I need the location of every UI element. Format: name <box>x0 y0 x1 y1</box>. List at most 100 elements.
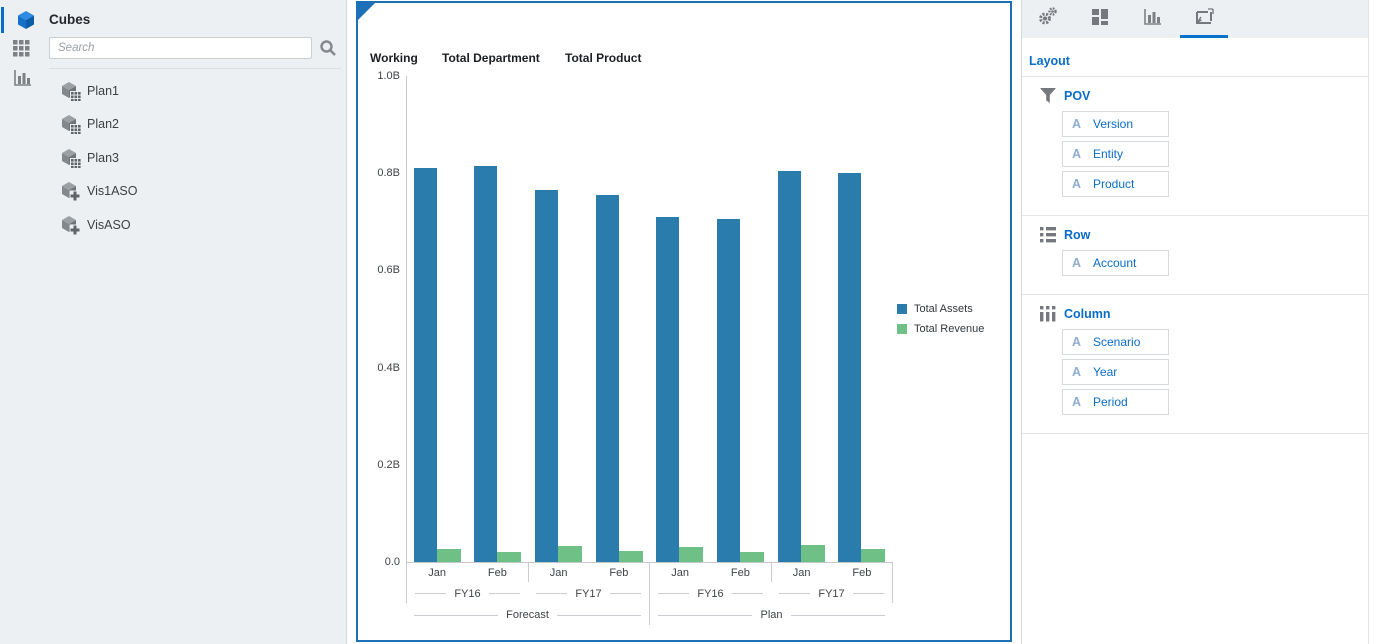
bar-total-assets[interactable] <box>716 219 740 562</box>
pov-header-total-product[interactable]: Total Product <box>565 51 642 65</box>
dimension-label: Account <box>1093 256 1137 270</box>
x-tick-month: Jan <box>549 567 568 579</box>
dimension-label: Version <box>1093 117 1134 131</box>
y-axis-tick-label: 1.0B <box>377 70 400 82</box>
bar-total-revenue[interactable] <box>739 552 764 562</box>
selected-rail-indicator <box>1 7 4 33</box>
bar-group <box>710 76 771 562</box>
layout-section-column: Column A Scenario A Year A Period <box>1022 295 1368 434</box>
section-label: Row <box>1064 227 1091 242</box>
a-prefix-icon: A <box>1072 117 1082 131</box>
dimension-chip-scenario[interactable]: A Scenario <box>1062 329 1169 355</box>
bar-total-revenue[interactable] <box>861 549 886 562</box>
y-axis-line <box>406 76 407 563</box>
pov-header-working[interactable]: Working <box>370 51 418 65</box>
layout-sections: POV A Version A Entity A Product Row A Account Col… <box>1022 77 1368 434</box>
x-axis-hierarchy: Jan Feb Jan Feb Jan Feb Jan Feb FY16 FY17 FY16 FY17… <box>406 563 893 625</box>
cube-plus-icon <box>60 181 81 202</box>
cube-label: Plan1 <box>87 83 119 98</box>
cube-label: VisASO <box>87 217 131 232</box>
legend-swatch <box>897 324 907 334</box>
legend-item: Total Assets <box>897 303 984 315</box>
bar-total-assets[interactable] <box>474 165 498 562</box>
panel-tab-bar-chart[interactable] <box>1126 0 1178 38</box>
a-prefix-icon: A <box>1072 365 1082 379</box>
month-group: Jan Feb <box>770 563 893 582</box>
dimension-chip-year[interactable]: A Year <box>1062 359 1169 385</box>
cube-list-item[interactable]: VisASO <box>0 208 347 242</box>
rows-icon <box>1039 226 1057 243</box>
a-prefix-icon: A <box>1072 335 1082 349</box>
dimension-chip-period[interactable]: A Period <box>1062 389 1169 415</box>
legend-label: Total Assets <box>914 303 973 315</box>
a-prefix-icon: A <box>1072 256 1082 270</box>
section-label: Column <box>1064 306 1111 321</box>
x-tick-scenario: Plan <box>650 603 893 625</box>
panel-tab-tiles[interactable] <box>1074 0 1126 38</box>
layout-canvas-icon <box>1194 7 1214 31</box>
x-tick-year: FY17 <box>528 582 649 603</box>
cube-label: Plan3 <box>87 150 119 165</box>
legend-swatch <box>897 304 907 314</box>
cube-list-item[interactable]: Plan3 <box>0 141 347 175</box>
y-axis-tick-label: 0.4B <box>377 361 400 374</box>
panel-tab-gears[interactable] <box>1022 0 1074 38</box>
bar-total-revenue[interactable] <box>436 548 461 562</box>
bar-total-assets[interactable] <box>535 190 559 562</box>
bar-chart-icon[interactable] <box>13 69 33 89</box>
divider <box>1022 76 1368 77</box>
bar-group <box>589 76 650 562</box>
scenario-group: Plan <box>649 603 893 625</box>
cube-list-item[interactable]: Plan1 <box>0 74 347 108</box>
bar-total-revenue[interactable] <box>558 546 583 562</box>
dimension-chip-account[interactable]: A Account <box>1062 250 1169 276</box>
dimension-label: Period <box>1093 395 1128 409</box>
bar-total-assets[interactable] <box>656 216 680 562</box>
cubes-sidebar: Cubes Plan1 Plan2 Plan3 Vis1ASO VisASO <box>0 0 347 644</box>
x-tick-year: FY17 <box>771 582 892 603</box>
cube-icon[interactable] <box>16 10 36 30</box>
cube-label: Plan2 <box>87 117 119 132</box>
bar-total-assets[interactable] <box>413 168 437 562</box>
bar-group <box>407 76 468 562</box>
dimension-label: Entity <box>1093 147 1124 161</box>
cube-grid-icon <box>60 81 81 102</box>
bar-total-revenue[interactable] <box>497 552 522 562</box>
a-prefix-icon: A <box>1072 177 1082 191</box>
search-icon[interactable] <box>319 39 337 57</box>
columns-icon <box>1039 305 1057 322</box>
cube-grid-icon <box>60 114 81 135</box>
cube-grid-icon <box>60 148 81 169</box>
x-axis-line <box>406 562 893 563</box>
dimension-label: Product <box>1093 177 1135 191</box>
y-axis-tick-label: 0.2B <box>377 458 400 471</box>
visualization-tile[interactable]: Working Total Department Total Product Jan… <box>356 1 1012 642</box>
dimension-chip-version[interactable]: A Version <box>1062 111 1169 137</box>
cube-list-item[interactable]: Vis1ASO <box>0 175 347 209</box>
dimension-label: Year <box>1093 365 1118 379</box>
x-tick-year: FY16 <box>407 582 528 603</box>
grid-icon[interactable] <box>13 40 33 60</box>
bar-total-revenue[interactable] <box>800 545 825 562</box>
y-axis-tick-label: 0.0 <box>384 556 400 568</box>
dimension-chip-product[interactable]: A Product <box>1062 171 1169 197</box>
bar-total-assets[interactable] <box>838 173 862 562</box>
pov-header-total-department[interactable]: Total Department <box>442 51 540 65</box>
year-group: FY16 FY17 <box>406 582 649 603</box>
cube-list-item[interactable]: Plan2 <box>0 108 347 142</box>
x-tick-month: Feb <box>730 567 750 579</box>
panel-tabstrip <box>1022 0 1368 38</box>
bar-total-assets[interactable] <box>777 170 801 562</box>
properties-panel: Layout POV A Version A Entity A Product Row A Acc… <box>1021 0 1369 644</box>
bar-total-assets[interactable] <box>595 195 619 562</box>
dimension-chip-entity[interactable]: A Entity <box>1062 141 1169 167</box>
bar-total-revenue[interactable] <box>618 551 643 562</box>
panel-tab-layout-canvas[interactable] <box>1178 0 1230 38</box>
bar-total-revenue[interactable] <box>679 547 704 562</box>
layout-panel-title: Layout <box>1029 54 1070 68</box>
bar-group <box>650 76 711 562</box>
sidebar-title: Cubes <box>49 12 91 27</box>
search-input[interactable] <box>49 37 312 59</box>
selected-corner-marker <box>358 3 375 20</box>
